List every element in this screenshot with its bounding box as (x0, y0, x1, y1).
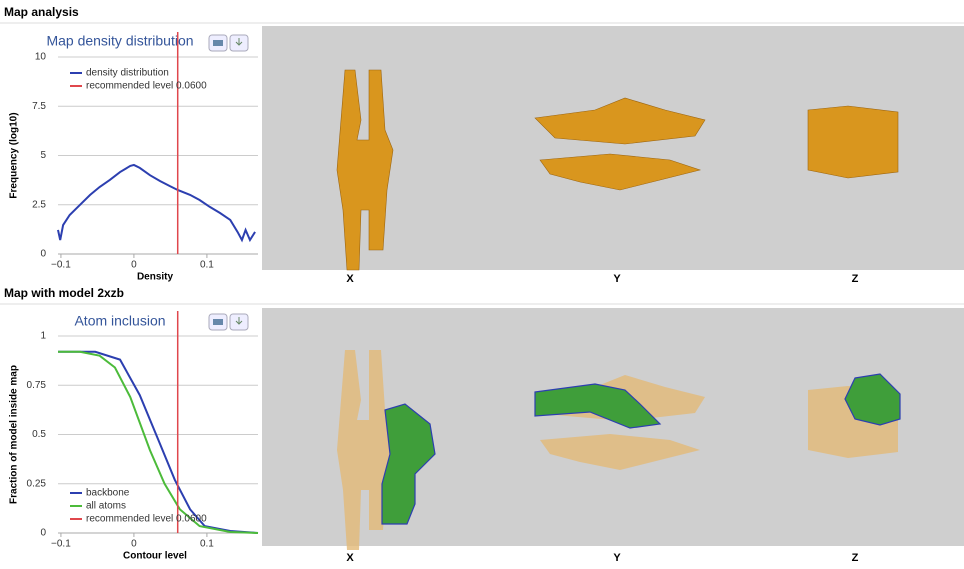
chart-title: Map density distribution (46, 33, 193, 49)
view-label: Z (852, 273, 859, 285)
x-axis-label: Contour level (123, 551, 187, 562)
page: Map analysis Map with model 2xzb X Y Z X… (0, 0, 964, 564)
view-label: X (346, 273, 354, 285)
view-label: Y (613, 552, 621, 564)
y-tick-label: 5 (40, 150, 46, 161)
y-tick-label: 0.75 (27, 380, 47, 391)
view-label: X (346, 552, 354, 564)
chart-title: Atom inclusion (74, 313, 165, 329)
x-tick-label: −0.1 (51, 260, 71, 271)
y-tick-label: 0 (40, 528, 46, 539)
x-tick-label: 0.1 (200, 260, 214, 271)
x-tick-label: 0 (131, 539, 137, 550)
legend-label: density distribution (86, 68, 169, 79)
download-button[interactable] (230, 314, 248, 330)
x-tick-label: 0 (131, 260, 137, 271)
section-heading: Map with model 2xzb (4, 286, 124, 300)
legend-label: recommended level 0.0600 (86, 514, 207, 525)
print-button[interactable] (209, 314, 227, 330)
view-label: Z (852, 552, 859, 564)
x-tick-label: 0.1 (200, 539, 214, 550)
report: Map analysis Map with model 2xzb X Y Z X… (0, 0, 964, 564)
y-tick-label: 0.5 (32, 429, 46, 440)
y-tick-label: 1 (40, 331, 46, 342)
y-tick-label: 7.5 (32, 101, 46, 112)
download-button[interactable] (230, 35, 248, 51)
y-axis-label: Fraction of model inside map (9, 365, 20, 504)
print-button[interactable] (209, 35, 227, 51)
y-tick-label: 0.25 (27, 478, 47, 489)
y-tick-label: 0 (40, 249, 46, 260)
legend-label: backbone (86, 488, 130, 499)
legend-label: recommended level 0.0600 (86, 81, 207, 92)
x-tick-label: −0.1 (51, 539, 71, 550)
series-line (58, 165, 255, 240)
y-tick-label: 10 (35, 52, 47, 63)
y-axis-label: Frequency (log10) (9, 112, 20, 198)
legend-label: all atoms (86, 501, 126, 512)
section-heading: Map analysis (4, 5, 79, 19)
y-tick-label: 2.5 (32, 199, 46, 210)
view-label: Y (613, 273, 621, 285)
x-axis-label: Density (137, 272, 174, 283)
